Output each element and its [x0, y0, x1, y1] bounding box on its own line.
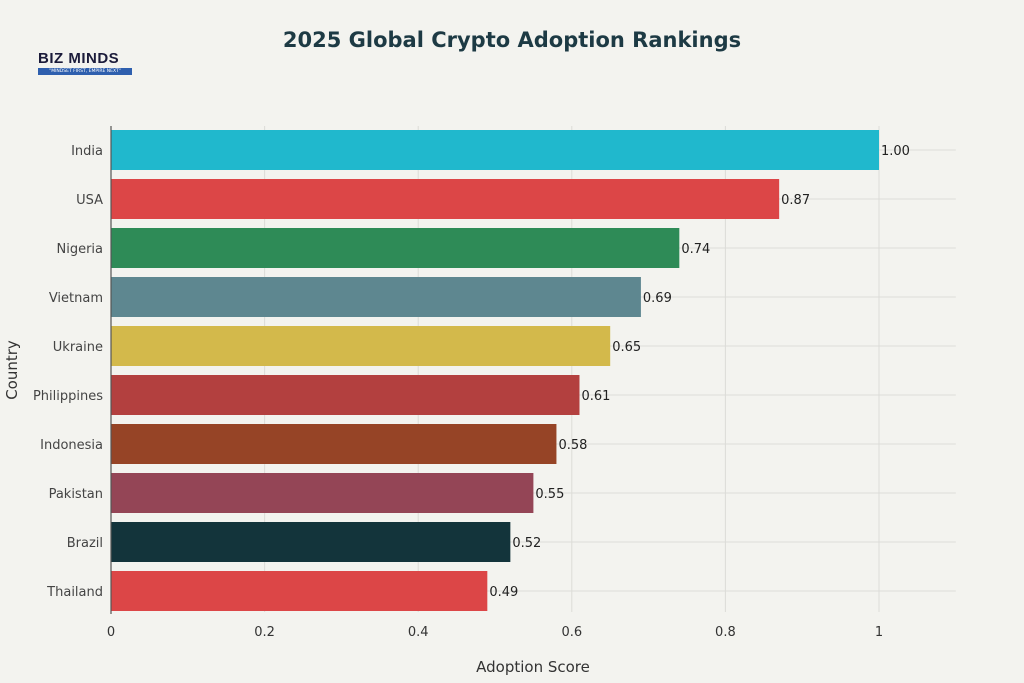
bar-pakistan — [111, 473, 534, 513]
bar-brazil — [111, 522, 511, 562]
bar-nigeria — [111, 228, 680, 268]
data-label: 0.58 — [558, 438, 587, 453]
bizminds-logo: BIZ MINDS "MINDSET FIRST, EMPIRE NEXT" — [38, 50, 132, 75]
chart-title: 2025 Global Crypto Adoption Rankings — [282, 28, 742, 52]
x-tick-label: 1 — [875, 625, 883, 640]
data-label: 1.00 — [881, 144, 910, 159]
bar-thailand — [111, 571, 488, 611]
bar-usa — [111, 179, 780, 219]
bar-indonesia — [111, 424, 557, 464]
y-tick-label: Ukraine — [53, 340, 103, 355]
y-tick-label: Philippines — [33, 389, 103, 404]
x-tick-label: 0.4 — [408, 625, 429, 640]
y-tick-label: Brazil — [67, 536, 103, 551]
bar-philippines — [111, 375, 580, 415]
data-label: 0.52 — [512, 536, 541, 551]
y-tick-label: Thailand — [46, 585, 103, 600]
x-tick-label: 0.2 — [254, 625, 275, 640]
data-label: 0.69 — [643, 291, 672, 306]
data-label: 0.55 — [535, 487, 564, 502]
y-tick-label: India — [71, 144, 103, 159]
logo-tagline: "MINDSET FIRST, EMPIRE NEXT" — [38, 68, 132, 75]
y-tick-label: Nigeria — [56, 242, 103, 257]
x-tick-label: 0.8 — [715, 625, 736, 640]
data-label: 0.74 — [681, 242, 710, 257]
y-tick-label: Indonesia — [40, 438, 103, 453]
data-label: 0.61 — [581, 389, 610, 404]
data-label: 0.49 — [489, 585, 518, 600]
logo-name: BIZ MINDS — [38, 50, 120, 67]
bar-ukraine — [111, 326, 611, 366]
data-label: 0.87 — [781, 193, 810, 208]
data-label: 0.65 — [612, 340, 641, 355]
x-tick-label: 0.6 — [561, 625, 582, 640]
y-tick-label: Vietnam — [49, 291, 103, 306]
bar-vietnam — [111, 277, 641, 317]
x-tick-label: 0 — [107, 625, 115, 640]
y-axis-label: Country — [3, 340, 21, 400]
bar-india — [111, 130, 879, 170]
x-axis-label: Adoption Score — [476, 658, 590, 676]
y-tick-label: Pakistan — [49, 487, 103, 502]
y-tick-label: USA — [76, 193, 103, 208]
